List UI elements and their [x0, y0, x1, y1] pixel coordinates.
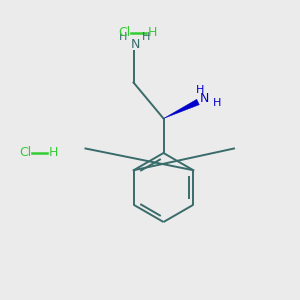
Text: Cl: Cl — [20, 146, 32, 160]
Text: H: H — [119, 32, 127, 43]
Text: H: H — [142, 32, 150, 43]
Text: N: N — [200, 92, 209, 105]
Text: H: H — [212, 98, 221, 109]
Text: Cl: Cl — [118, 26, 131, 40]
Text: N: N — [130, 38, 140, 52]
Text: H: H — [148, 26, 157, 40]
Text: H: H — [49, 146, 58, 160]
Polygon shape — [164, 99, 199, 119]
Text: H: H — [196, 85, 205, 95]
